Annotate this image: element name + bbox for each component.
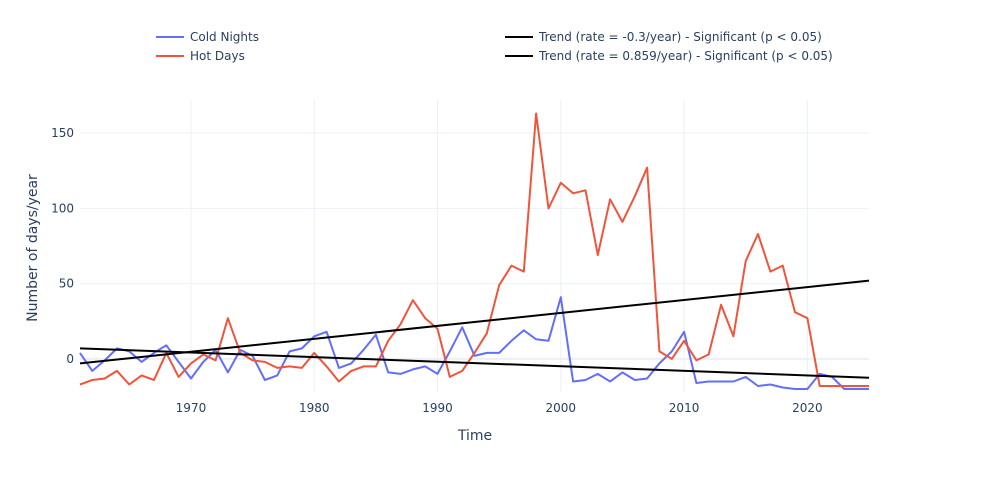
x-tick-label: 2020	[792, 401, 823, 415]
series-line-trend-cold[interactable]	[79, 347, 870, 379]
x-tick-label: 1980	[299, 401, 330, 415]
legend-label-hot-days: Hot Days	[190, 49, 245, 63]
legend-item-trend-cold[interactable]: Trend (rate = -0.3/year) - Significant (…	[505, 30, 822, 44]
legend-item-trend-hot[interactable]: Trend (rate = 0.859/year) - Significant …	[505, 49, 833, 63]
x-axis-title: Time	[457, 428, 492, 444]
series-line-trend-hot[interactable]	[79, 279, 870, 365]
series-line-hot-days[interactable]	[79, 112, 869, 387]
x-tick-label: 2000	[546, 401, 577, 415]
legend-label-trend-hot: Trend (rate = 0.859/year) - Significant …	[538, 49, 833, 63]
x-axis-ticks: 1970 1980 1990 2000 2010 2020	[176, 401, 823, 415]
y-tick-label: 150	[51, 126, 74, 140]
legend-item-cold-nights[interactable]: Cold Nights	[156, 30, 259, 44]
x-tick-label: 2010	[669, 401, 700, 415]
legend-label-cold-nights: Cold Nights	[190, 30, 259, 44]
y-tick-label: 50	[59, 277, 74, 291]
legend[interactable]: Cold Nights Hot Days Trend (rate = -0.3/…	[156, 30, 833, 63]
legend-label-trend-cold: Trend (rate = -0.3/year) - Significant (…	[538, 30, 822, 44]
y-axis-title: Number of days/year	[25, 174, 41, 322]
gridlines	[80, 100, 869, 392]
y-tick-label: 0	[66, 352, 74, 366]
x-tick-label: 1990	[422, 401, 453, 415]
series-line-cold-nights[interactable]	[79, 296, 869, 390]
plot-area	[79, 112, 870, 390]
x-tick-label: 1970	[176, 401, 207, 415]
y-axis-ticks: 0 50 100 150	[51, 126, 74, 366]
legend-item-hot-days[interactable]: Hot Days	[156, 49, 245, 63]
y-tick-label: 100	[51, 201, 74, 215]
